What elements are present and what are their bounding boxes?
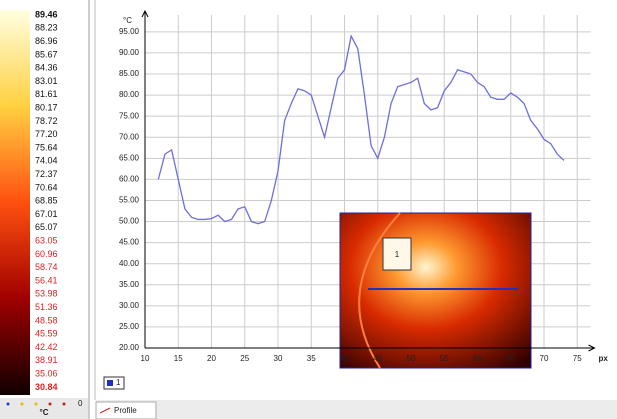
scale-label: 86.96 [35,36,58,46]
scale-label: 74.04 [35,156,58,166]
y-tick-label: 45.00 [119,238,140,247]
y-unit: °C [123,16,132,25]
x-tick-label: 45 [373,354,382,363]
x-tick-label: 70 [540,354,549,363]
y-tick-label: 80.00 [119,90,140,99]
y-tick-label: 40.00 [119,259,140,268]
scale-label: 67.01 [35,209,58,219]
y-tick-label: 30.00 [119,301,140,310]
scale-label: 30.84 [35,382,58,392]
scale-label: 53.98 [35,289,58,299]
scale-label: 88.23 [35,23,58,33]
scale-label: 35.06 [35,368,58,378]
scale-label: 48.58 [35,315,58,325]
y-tick-label: 75.00 [119,111,140,120]
scale-label: 89.46 [35,9,58,19]
page: 0 °C Profile 89.46 88.23 86.96 85.67 84.36 83… [0,0,617,419]
scale-label: 45.59 [35,329,58,339]
scale-label: 68.85 [35,196,58,206]
y-tick-label: 60.00 [119,175,140,184]
x-tick-label: 35 [307,354,316,363]
y-tick-label: 50.00 [119,217,140,226]
y-tick-label: 90.00 [119,48,140,57]
inset-marker: 1 [395,250,400,259]
scale-label: 63.05 [35,235,58,245]
x-tick-label: 15 [174,354,183,363]
legend-swatch [107,380,113,386]
scale-label: 38.91 [35,355,58,365]
y-tick-label: 20.00 [119,343,140,352]
color-bar [0,10,30,395]
app: 0 °C Profile 89.46 88.23 86.96 85.67 84.36 83… [0,0,617,419]
x-tick-label: 75 [573,354,582,363]
scale-label: 58.74 [35,262,58,272]
scale-label: 81.61 [35,89,58,99]
y-tick-label: 70.00 [119,132,140,141]
x-tick-label: 25 [240,354,249,363]
x-tick-label: 40 [340,354,349,363]
scale-label: 56.41 [35,275,58,285]
y-tick-label: 95.00 [119,27,140,36]
scale-unit: °C [40,408,49,417]
scale-label: 60.96 [35,249,58,259]
scale-label: 85.67 [35,49,58,59]
scale-label: 78.72 [35,116,58,126]
profile-line [158,36,564,224]
scale-label: 80.17 [35,102,58,112]
x-tick-label: 55 [440,354,449,363]
x-tick-label: 50 [407,354,416,363]
y-tick-label: 65.00 [119,153,140,162]
scale-label: 72.37 [35,169,58,179]
scale-label: 77.20 [35,129,58,139]
y-tick-label: 85.00 [119,69,140,78]
scale-label: 75.64 [35,142,58,152]
x-tick-label: 30 [274,354,283,363]
x-unit: px [599,354,609,363]
scale-label: 70.64 [35,182,58,192]
legend-label: 1 [116,378,121,387]
y-tick-label: 55.00 [119,196,140,205]
x-tick-label: 65 [506,354,515,363]
scale-zero: 0 [78,399,83,408]
scale-label: 42.42 [35,342,58,352]
scale-label: 51.36 [35,302,58,312]
scale-label: 84.36 [35,63,58,73]
scale-label: 83.01 [35,76,58,86]
thermal-inset [340,213,531,368]
x-tick-label: 20 [207,354,216,363]
scale-label: 65.07 [35,222,58,232]
x-tick-label: 10 [141,354,150,363]
x-tick-label: 60 [473,354,482,363]
y-tick-label: 35.00 [119,280,140,289]
tab-label[interactable]: Profile [114,406,137,415]
y-tick-label: 25.00 [119,322,140,331]
tab-bar [96,400,617,419]
